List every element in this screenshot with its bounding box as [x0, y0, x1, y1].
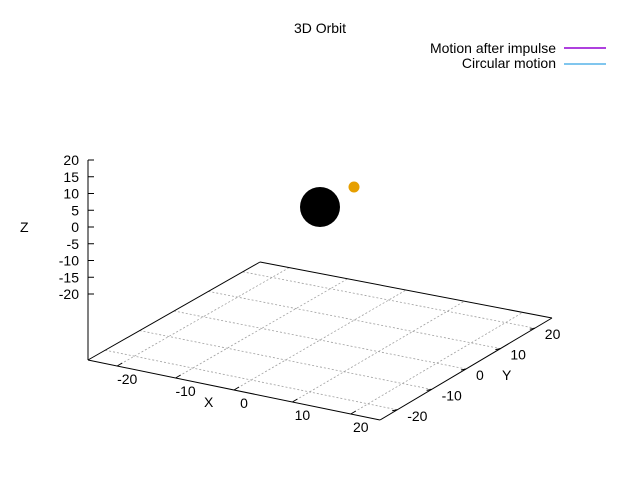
- legend-label-motion-after-impulse: Motion after impulse: [430, 40, 556, 56]
- z-tick-label: -10: [59, 253, 79, 269]
- z-tick-label: 0: [71, 219, 79, 235]
- grid-line-y: [242, 271, 535, 329]
- y-tick: [392, 409, 398, 412]
- x-tick: [116, 362, 123, 367]
- z-axis-label: Z: [20, 219, 29, 235]
- x-tick-label: -20: [117, 371, 137, 387]
- y-tick-label: 10: [510, 347, 526, 363]
- legend: Motion after impulse Circular motion: [430, 40, 606, 71]
- y-tick-label: -20: [407, 408, 427, 424]
- orbiting-body: [348, 181, 360, 193]
- grid-line-x: [292, 300, 465, 403]
- central-body: [300, 187, 340, 227]
- y-tick-label: 20: [545, 326, 561, 342]
- x-tick: [233, 386, 240, 391]
- grid-line-x: [175, 278, 348, 379]
- x-tick-label: 10: [295, 407, 311, 423]
- y-tick-label: 0: [476, 367, 484, 383]
- base-edge: [259, 261, 553, 319]
- x-axis-ticks: -20 -10 0 10 20: [116, 362, 369, 435]
- z-tick-label: 10: [63, 186, 79, 202]
- x-axis-label: X: [204, 394, 214, 410]
- grid-line-x: [233, 289, 407, 391]
- z-tick-label: 5: [71, 202, 79, 218]
- z-tick-label: 15: [63, 169, 79, 185]
- y-tick: [426, 388, 432, 391]
- base-edge: [87, 261, 261, 361]
- x-tick: [175, 374, 181, 379]
- z-tick-label: 20: [63, 152, 79, 168]
- y-tick: [495, 348, 501, 351]
- y-axis-label: Y: [502, 367, 512, 383]
- grid-line-y: [139, 330, 432, 390]
- legend-label-circular-motion: Circular motion: [462, 55, 556, 71]
- grid-line-y: [173, 310, 467, 370]
- base-box: [87, 261, 553, 421]
- grid-line-x: [117, 267, 290, 367]
- grid-line-x: [350, 312, 524, 415]
- y-tick-label: -10: [442, 387, 462, 403]
- x-tick: [292, 398, 298, 403]
- y-tick: [460, 368, 467, 371]
- chart-title: 3D Orbit: [294, 20, 346, 36]
- y-axis-ticks: -20 -10 0 10 20: [392, 326, 561, 424]
- base-grid: [105, 267, 535, 415]
- grid-line-y: [105, 349, 398, 411]
- y-tick: [529, 327, 535, 330]
- x-tick-label: -10: [175, 383, 195, 399]
- grid-line-y: [208, 291, 501, 349]
- x-tick: [350, 410, 357, 415]
- z-tick-label: -20: [59, 286, 79, 302]
- x-tick-label: 20: [353, 419, 369, 435]
- x-tick-label: 0: [240, 395, 248, 411]
- z-tick-label: -15: [59, 269, 79, 285]
- z-tick-label: -5: [67, 236, 80, 252]
